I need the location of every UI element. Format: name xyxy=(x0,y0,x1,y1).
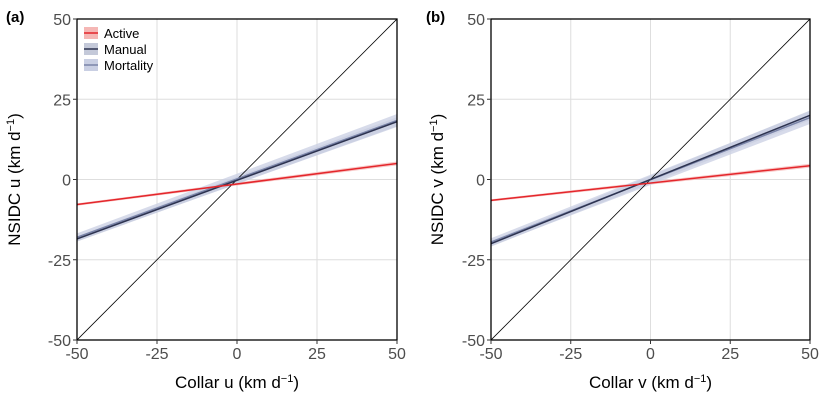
y-tick-label: -25 xyxy=(462,253,485,270)
y-tick-label: 0 xyxy=(62,173,71,190)
legend-item-mortality: Mortality xyxy=(84,58,154,73)
x-axis-title: Collar v (km d−1) xyxy=(589,373,712,392)
legend-label: Manual xyxy=(104,42,147,57)
line-active xyxy=(77,162,397,206)
x-tick-label: -25 xyxy=(559,346,582,363)
panel-a: (a) -50 -25 0 25 50 -50 -25 0 25 50 Collar u (km d… xyxy=(5,9,406,392)
x-tick-label: 50 xyxy=(388,346,406,363)
line-manual xyxy=(491,114,810,245)
panel-label: (b) xyxy=(426,9,445,26)
panel-label: (a) xyxy=(6,9,24,26)
x-tick-label: 25 xyxy=(308,346,326,363)
y-tick-label: 0 xyxy=(476,173,485,190)
x-tick-label: -50 xyxy=(479,346,502,363)
plot-area xyxy=(491,19,810,340)
y-axis-title: NSIDC u (km d−1) xyxy=(5,113,24,246)
y-tick-label: 50 xyxy=(53,12,71,29)
y-tick-label: -50 xyxy=(462,333,485,350)
y-tick-label: -25 xyxy=(48,253,71,270)
line-manual xyxy=(77,121,397,240)
plot-area xyxy=(77,19,397,340)
x-tick-label: 0 xyxy=(233,346,242,363)
panel-b: (b) -50 -25 0 25 50 -50 -25 0 25 50 Collar v (km d… xyxy=(426,9,819,392)
legend-label: Active xyxy=(104,26,139,41)
y-tick-label: -50 xyxy=(48,333,71,350)
line-mortality xyxy=(77,119,397,238)
x-tick-label: 50 xyxy=(801,346,819,363)
y-tick-label: 25 xyxy=(467,92,485,109)
x-axis-title: Collar u (km d−1) xyxy=(175,373,299,392)
x-tick-label: 0 xyxy=(646,346,655,363)
legend-label: Mortality xyxy=(104,58,154,73)
y-tick-label: 25 xyxy=(53,92,71,109)
legend-item-manual: Manual xyxy=(84,42,147,57)
y-tick-label: 50 xyxy=(467,12,485,29)
legend-item-active: Active xyxy=(84,26,139,41)
x-tick-label: -50 xyxy=(65,346,88,363)
line-active xyxy=(491,164,810,202)
y-axis-title: NSIDC v (km d−1) xyxy=(428,114,447,246)
x-tick-label: 25 xyxy=(721,346,739,363)
x-tick-label: -25 xyxy=(145,346,168,363)
